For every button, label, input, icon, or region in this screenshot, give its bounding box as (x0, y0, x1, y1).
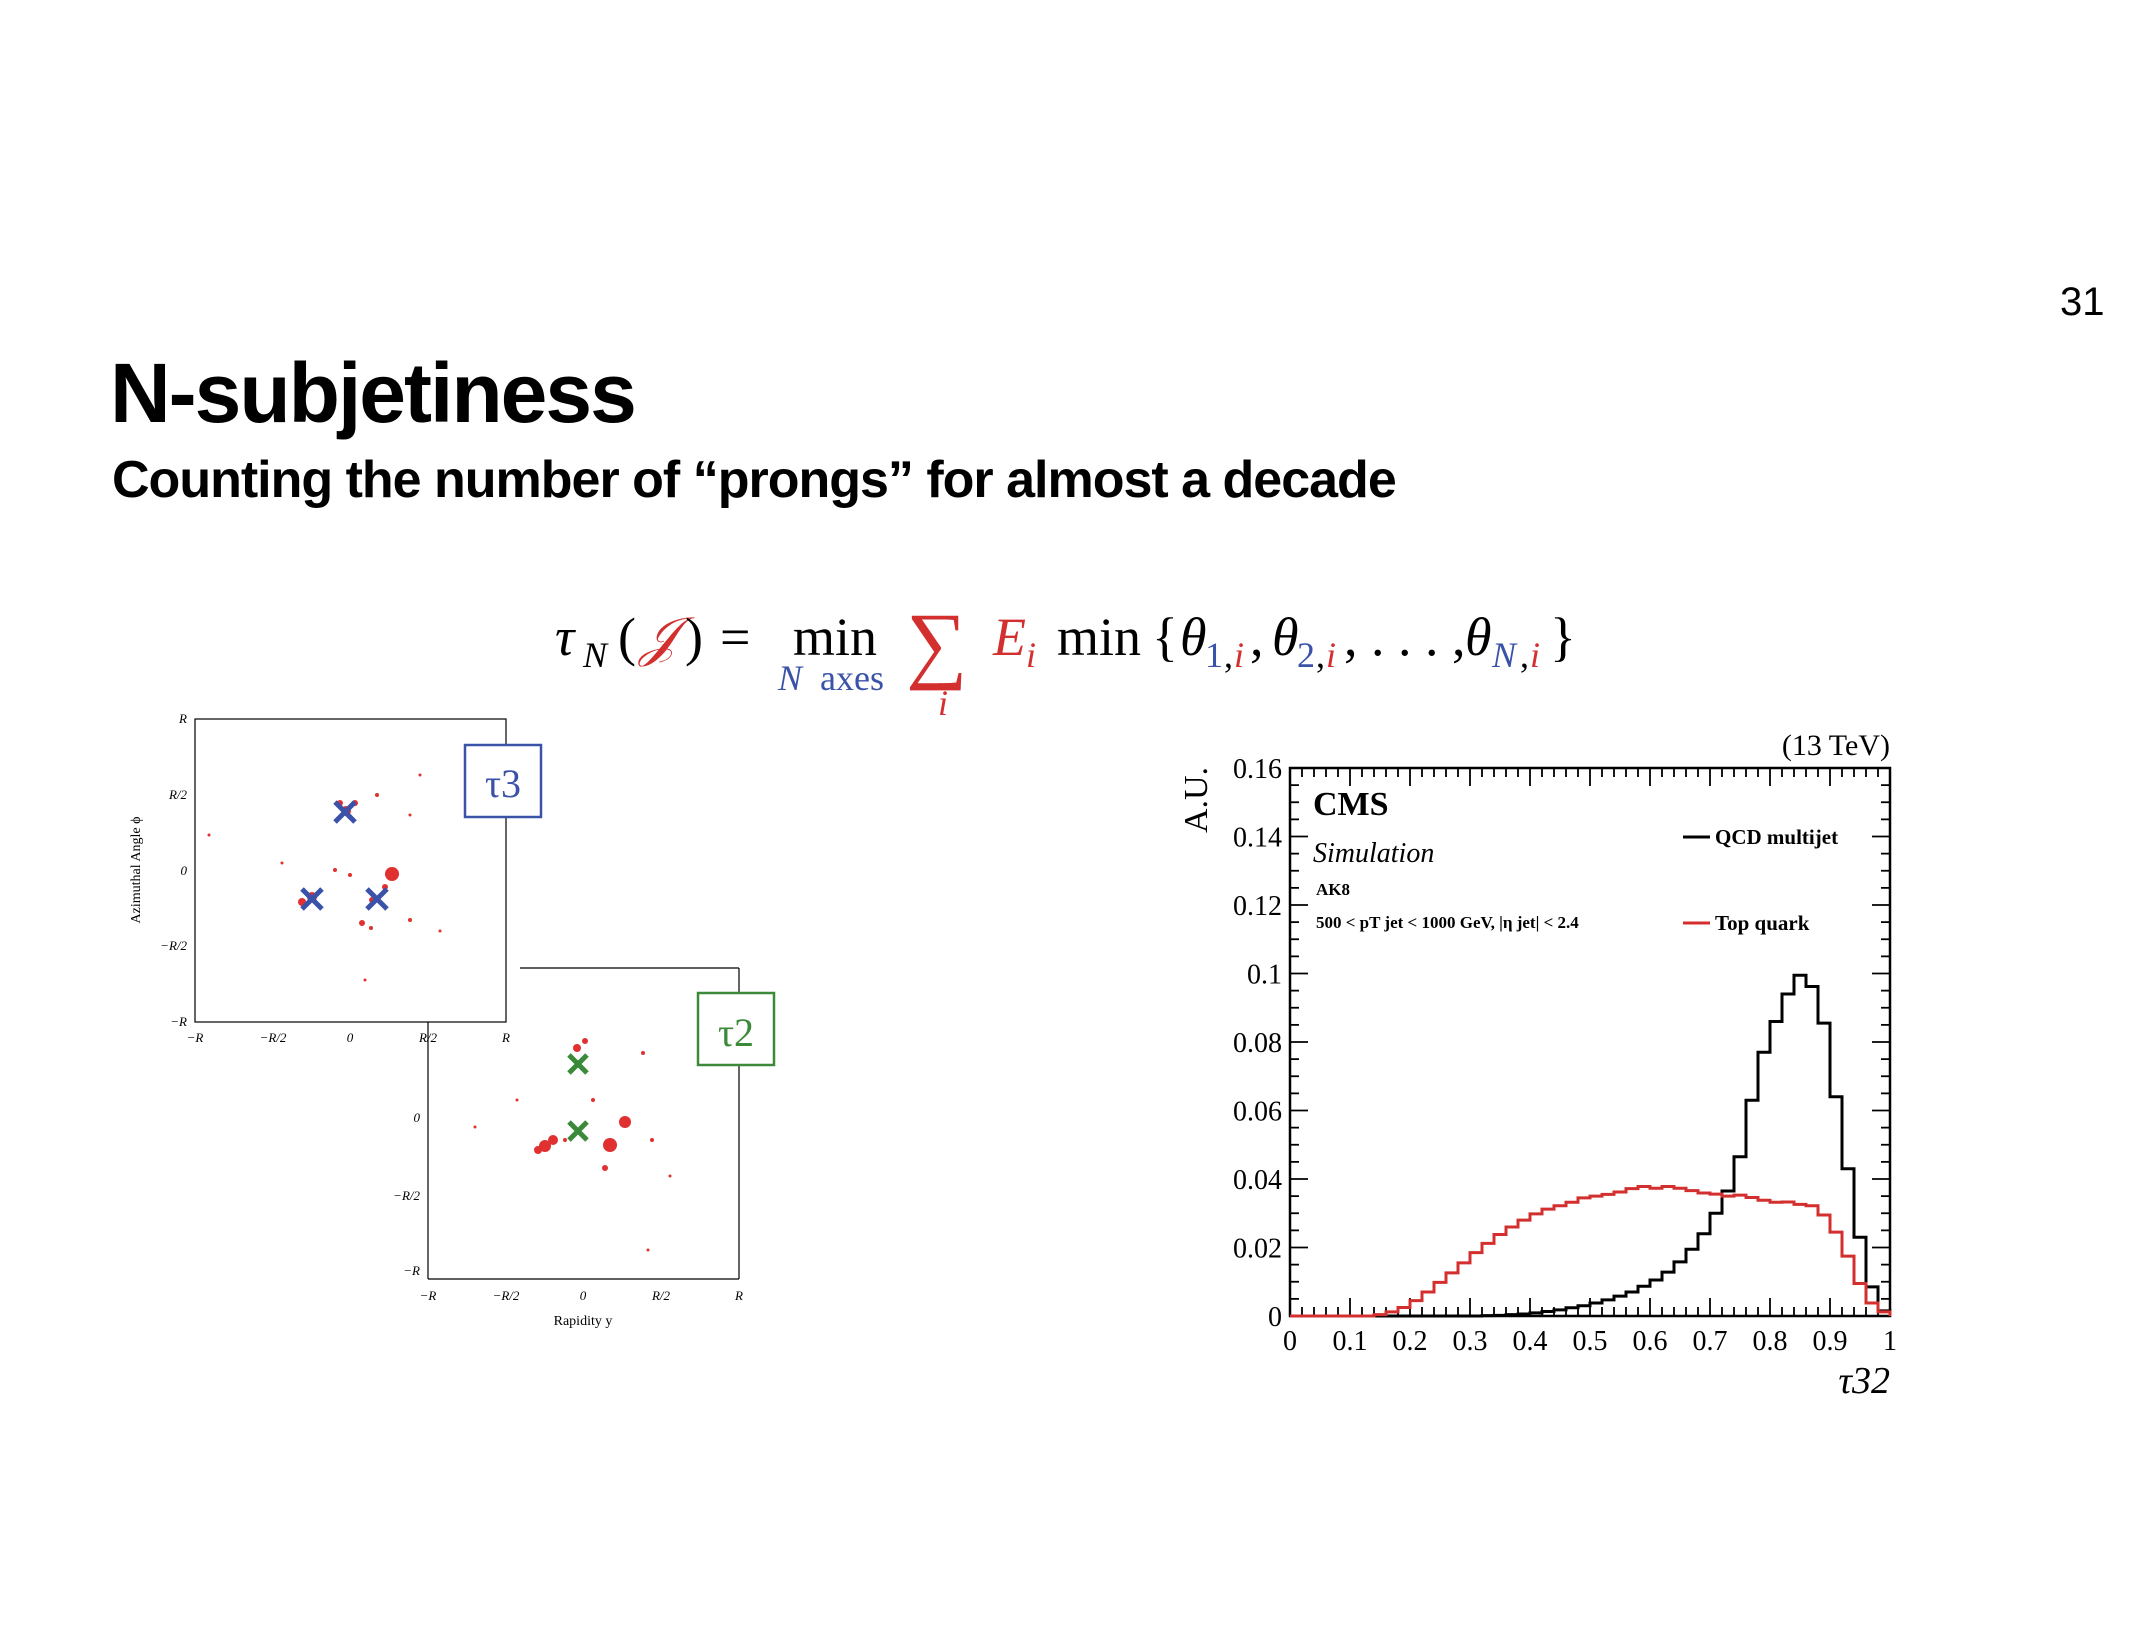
tau3-label: τ3 (485, 761, 521, 806)
cms-label: CMS (1313, 786, 1389, 823)
series-line-top-quark (1290, 1185, 1892, 1318)
chart-series (1290, 973, 1892, 1318)
y-tick-label: 0.1 (1247, 960, 1282, 991)
azimuthal-axis-label: Azimuthal Angle ϕ (129, 817, 144, 924)
x-tick-label: 0.9 (1813, 1326, 1848, 1357)
y-axis-label: A.U. (1178, 767, 1215, 833)
tau2-ytick: −R (403, 1263, 420, 1278)
tau2-label: τ2 (718, 1010, 754, 1055)
cut-label: 500 < pT jet < 1000 GeV, |η jet| < 2.4 (1316, 913, 1579, 932)
tau3-xtick: −R (187, 1030, 204, 1045)
x-tick-label: 0.4 (1513, 1326, 1548, 1357)
jet-algo-label: AK8 (1316, 880, 1350, 899)
x-tick-label: 0.7 (1693, 1326, 1728, 1357)
legend: QCD multijet Top quark (1683, 825, 1838, 935)
y-tick-label: 0.16 (1233, 754, 1282, 785)
tau2-axis-markers (567, 1053, 589, 1142)
series-line-qcd-multijet (1290, 973, 1892, 1318)
tau2-ytick: 0 (414, 1110, 421, 1125)
x-tick-label: 0.5 (1573, 1326, 1608, 1357)
x-tick-label: 0.8 (1753, 1326, 1788, 1357)
x-tick-label: 1 (1883, 1326, 1897, 1357)
energy-label: (13 TeV) (1782, 729, 1890, 762)
y-tick-label: 0.02 (1233, 1234, 1282, 1265)
tau3-ytick: −R (170, 1014, 187, 1029)
slide-number: 31 (2060, 280, 2105, 324)
tau2-xtick: −R (420, 1288, 437, 1303)
tau2-xtick: −R/2 (493, 1288, 520, 1303)
simulation-label: Simulation (1313, 838, 1434, 869)
tau3-xtick: −R/2 (260, 1030, 287, 1045)
tau3-xtick: 0 (347, 1030, 354, 1045)
y-tick-label: 0.04 (1233, 1165, 1282, 1196)
tau3-xtick: R (501, 1030, 510, 1045)
slide-subtitle: Counting the number of “prongs” for almo… (112, 451, 1397, 509)
tau2-particles (473, 1038, 672, 1252)
chart-ticks (1289, 767, 1891, 1317)
x-tick-label: 0.6 (1633, 1326, 1668, 1357)
legend-qcd: QCD multijet (1715, 825, 1838, 849)
x-tick-label: 0.1 (1333, 1326, 1368, 1357)
x-tick-label: 0.2 (1393, 1326, 1428, 1357)
tau3-ytick: 0 (181, 863, 188, 878)
y-tick-label: 0 (1268, 1302, 1282, 1333)
tau3-ytick: R (178, 711, 187, 726)
tau3-ytick: R/2 (168, 787, 188, 802)
x-tick-label: 0 (1283, 1326, 1297, 1357)
tau3-label-box: τ3 (463, 743, 543, 819)
tau2-xtick: 0 (580, 1288, 587, 1303)
x-axis-label: τ32 (1838, 1360, 1890, 1402)
x-tick-label: 0.3 (1453, 1326, 1488, 1357)
tau3-xtick: R/2 (418, 1030, 438, 1045)
y-tick-label: 0.14 (1233, 823, 1282, 854)
rapidity-axis-label: Rapidity y (554, 1314, 613, 1329)
tau3-event-display: −R −R/2 0 R/2 R R R/2 0 −R/2 −R Azimutha… (129, 711, 510, 1045)
tau2-xtick: R (734, 1288, 743, 1303)
tau2-xtick: R/2 (651, 1288, 671, 1303)
tau2-ytick: −R/2 (393, 1188, 420, 1203)
y-tick-label: 0.12 (1233, 891, 1282, 922)
slide-title: N-subjetiness (110, 346, 637, 440)
y-tick-label: 0.06 (1233, 1097, 1282, 1128)
tau3-ytick: −R/2 (160, 938, 187, 953)
tau3-axis-markers (300, 800, 389, 911)
legend-top: Top quark (1715, 911, 1810, 935)
y-tick-label: 0.08 (1233, 1028, 1282, 1059)
tau2-label-box: τ2 (696, 991, 776, 1067)
